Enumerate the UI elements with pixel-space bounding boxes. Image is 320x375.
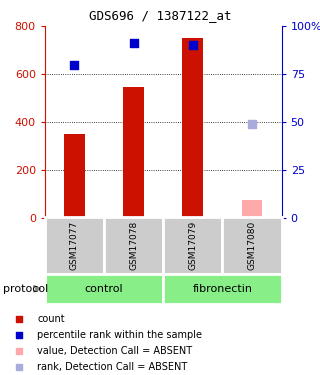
Text: fibronectin: fibronectin bbox=[192, 284, 252, 294]
Bar bbox=[64, 134, 85, 218]
Bar bbox=[182, 38, 203, 218]
Text: rank, Detection Call = ABSENT: rank, Detection Call = ABSENT bbox=[37, 362, 188, 372]
Bar bbox=[163, 274, 282, 304]
Point bbox=[190, 42, 195, 48]
Point bbox=[16, 332, 21, 338]
Text: value, Detection Call = ABSENT: value, Detection Call = ABSENT bbox=[37, 346, 192, 356]
Point bbox=[16, 316, 21, 322]
Text: percentile rank within the sample: percentile rank within the sample bbox=[37, 330, 202, 340]
Point bbox=[72, 62, 77, 68]
Bar bbox=[45, 274, 163, 304]
Bar bbox=[45, 217, 104, 274]
Bar bbox=[222, 217, 282, 274]
Point bbox=[16, 348, 21, 354]
Text: GSM17078: GSM17078 bbox=[129, 221, 138, 270]
Text: GSM17080: GSM17080 bbox=[247, 221, 257, 270]
Text: GDS696 / 1387122_at: GDS696 / 1387122_at bbox=[89, 9, 231, 22]
Bar bbox=[242, 200, 262, 217]
Text: GSM17077: GSM17077 bbox=[70, 221, 79, 270]
Bar bbox=[123, 87, 144, 218]
Bar bbox=[163, 217, 222, 274]
Bar bbox=[104, 217, 163, 274]
Text: protocol: protocol bbox=[3, 284, 48, 294]
Text: count: count bbox=[37, 314, 65, 324]
Text: GSM17079: GSM17079 bbox=[188, 221, 197, 270]
Point bbox=[131, 40, 136, 46]
Text: control: control bbox=[85, 284, 123, 294]
Point bbox=[250, 121, 255, 127]
Point bbox=[16, 364, 21, 370]
